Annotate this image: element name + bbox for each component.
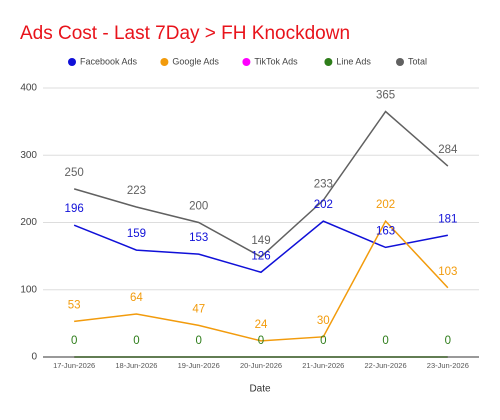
data-label: 0 <box>382 335 388 347</box>
data-label: 0 <box>445 335 451 347</box>
data-label: 202 <box>314 199 333 211</box>
data-label: 284 <box>438 144 458 156</box>
legend-label: Facebook Ads <box>80 56 138 66</box>
data-label: 200 <box>189 201 208 213</box>
legend-marker <box>68 58 76 66</box>
data-label: 47 <box>192 303 205 315</box>
y-tick-label: 400 <box>20 83 37 94</box>
data-label: 202 <box>376 199 395 211</box>
data-label: 181 <box>438 213 457 225</box>
data-label: 196 <box>65 203 84 215</box>
legend-marker <box>242 58 251 66</box>
y-tick-label: 100 <box>20 284 37 295</box>
data-label: 149 <box>251 235 270 247</box>
legend-label: Total <box>408 56 427 66</box>
data-label: 365 <box>376 90 395 102</box>
y-tick-label: 200 <box>20 217 37 228</box>
series-line <box>73 110 449 258</box>
legend-marker <box>160 58 169 66</box>
x-tick-label: 21-Jun-2026 <box>302 361 344 370</box>
data-label: 24 <box>255 319 268 331</box>
data-label: 0 <box>258 335 264 347</box>
chart-title: Ads Cost - Last 7Day > FH Knockdown <box>20 23 350 44</box>
x-tick-label: 22-Jun-2026 <box>365 361 407 370</box>
data-label: 126 <box>251 250 270 262</box>
x-tick-label: 17-Jun-2026 <box>53 361 95 370</box>
data-label: 0 <box>71 335 77 347</box>
data-label: 103 <box>438 266 457 278</box>
data-label: 233 <box>314 178 333 190</box>
legend-label: TikTok Ads <box>254 56 298 66</box>
data-label: 159 <box>127 228 146 240</box>
data-label: 0 <box>320 335 326 347</box>
data-label: 223 <box>127 185 146 197</box>
data-label: 0 <box>133 335 139 347</box>
data-label: 53 <box>68 299 81 311</box>
data-label: 30 <box>317 315 330 327</box>
series-line <box>73 220 449 274</box>
y-tick-label: 300 <box>20 150 37 161</box>
legend-marker <box>396 58 404 66</box>
legend-label: Google Ads <box>172 56 219 66</box>
data-label: 0 <box>196 335 202 347</box>
y-tick-label: 0 <box>31 352 37 363</box>
x-axis-label: Date <box>249 384 271 395</box>
data-label: 64 <box>130 292 143 304</box>
x-tick-label: 23-Jun-2026 <box>427 361 469 370</box>
x-tick-label: 18-Jun-2026 <box>115 361 157 370</box>
x-tick-label: 19-Jun-2026 <box>178 361 220 370</box>
legend-marker <box>324 58 333 66</box>
x-tick-label: 20-Jun-2026 <box>240 361 282 370</box>
data-label: 163 <box>376 225 395 237</box>
series-line <box>74 219 449 342</box>
data-label: 250 <box>65 167 84 179</box>
data-label: 153 <box>189 232 208 244</box>
legend-label: Line Ads <box>336 56 371 66</box>
